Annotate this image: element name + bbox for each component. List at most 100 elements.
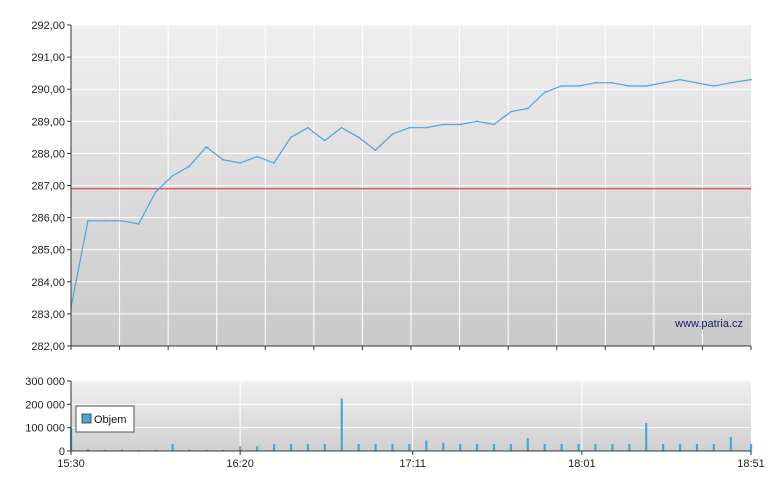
legend-swatch	[81, 413, 92, 424]
price-point	[323, 139, 326, 142]
volume-x-axis-ticks: 15:30 16:20 17:11 18:01 18:51	[57, 451, 765, 470]
volume-y-tick-label: 0	[59, 446, 65, 458]
volume-y-tick-label: 200 000	[25, 399, 65, 411]
price-y-tick-label: 288,00	[31, 148, 65, 160]
price-point	[577, 85, 580, 87]
price-point	[137, 223, 140, 225]
volume-bar	[86, 449, 90, 451]
volume-bar	[662, 444, 665, 451]
volume-bar	[695, 444, 699, 451]
price-point	[374, 149, 377, 151]
volume-bar	[374, 444, 377, 451]
price-point	[222, 159, 225, 161]
price-point	[256, 155, 258, 158]
price-point	[594, 81, 597, 84]
price-point	[104, 220, 106, 222]
price-point	[442, 123, 444, 126]
volume-y-tick-label: 100 000	[25, 423, 65, 435]
volume-plot-area	[71, 381, 751, 451]
volume-bar	[729, 437, 732, 451]
price-point	[357, 136, 360, 139]
price-point	[510, 110, 512, 113]
price-point	[205, 146, 208, 148]
price-point	[712, 85, 715, 87]
price-point	[696, 81, 698, 84]
volume-bar	[526, 438, 529, 451]
price-y-tick-label: 291,00	[31, 52, 65, 64]
price-point	[340, 126, 343, 129]
volume-bar	[712, 444, 715, 451]
price-y-tick-label: 283,00	[31, 309, 65, 321]
price-point	[645, 85, 647, 87]
volume-bar	[188, 449, 191, 451]
price-point	[290, 136, 292, 139]
price-point	[526, 107, 529, 110]
volume-bar	[492, 444, 496, 451]
price-point	[750, 78, 752, 81]
volume-x-tick-label: 18:51	[737, 458, 765, 470]
price-point	[307, 126, 309, 129]
price-point	[459, 123, 461, 126]
price-x-ticks	[70, 346, 752, 350]
volume-bar	[103, 449, 107, 451]
price-point	[476, 120, 478, 123]
price-y-tick-label: 284,00	[31, 277, 65, 289]
volume-bar	[357, 444, 360, 451]
price-point	[662, 81, 664, 84]
volume-bar	[154, 449, 157, 451]
price-y-tick-label: 282,00	[31, 341, 65, 353]
volume-bar	[323, 444, 326, 451]
price-y-tick-label: 286,00	[31, 213, 65, 225]
volume-x-tick-label: 16:20	[226, 458, 254, 470]
price-point	[120, 220, 123, 222]
volume-bar	[272, 444, 276, 451]
price-y-tick-label: 292,00	[31, 20, 65, 32]
price-point	[729, 81, 732, 84]
volume-legend: Objem	[75, 405, 135, 433]
price-grid	[71, 24, 751, 347]
price-point	[171, 175, 174, 177]
volume-bar	[475, 444, 479, 451]
volume-bar	[577, 444, 580, 451]
volume-x-tick-label: 18:01	[568, 458, 596, 470]
volume-bar	[425, 440, 428, 451]
volume-bar	[120, 449, 123, 451]
price-point	[560, 85, 563, 87]
volume-bar	[306, 444, 310, 451]
price-point	[493, 123, 495, 126]
legend-label: Objem	[94, 414, 126, 426]
volume-bar	[289, 444, 293, 451]
price-point	[154, 191, 157, 193]
volume-bar	[222, 449, 225, 451]
volume-x-tick-label: 17:11	[399, 458, 426, 470]
price-point	[425, 126, 428, 129]
price-point	[679, 78, 681, 81]
volume-bar	[678, 444, 682, 451]
price-point	[239, 162, 241, 164]
price-y-tick-label: 290,00	[31, 84, 65, 96]
volume-bar	[560, 444, 563, 451]
volume-bar	[543, 444, 546, 451]
price-point	[188, 165, 191, 168]
volume-bar	[256, 446, 259, 451]
price-point	[543, 91, 546, 94]
price-y-tick-label: 287,00	[31, 181, 65, 193]
volume-bar	[408, 444, 411, 451]
volume-y-axis: 300 000 200 000 100 000 0	[25, 376, 71, 458]
price-point	[273, 162, 275, 164]
volume-bar	[391, 444, 394, 451]
volume-bar	[594, 444, 597, 451]
volume-bar	[611, 444, 614, 451]
volume-bar	[340, 398, 343, 451]
price-point	[408, 126, 411, 129]
volume-y-tick-label: 300 000	[25, 376, 65, 388]
volume-x-tick-label: 15:30	[57, 458, 85, 470]
price-points	[70, 78, 752, 309]
price-y-tick-label: 289,00	[31, 116, 65, 128]
price-point	[611, 81, 614, 84]
volume-bar	[459, 444, 462, 451]
price-point	[628, 85, 631, 87]
volume-bar	[509, 444, 513, 451]
